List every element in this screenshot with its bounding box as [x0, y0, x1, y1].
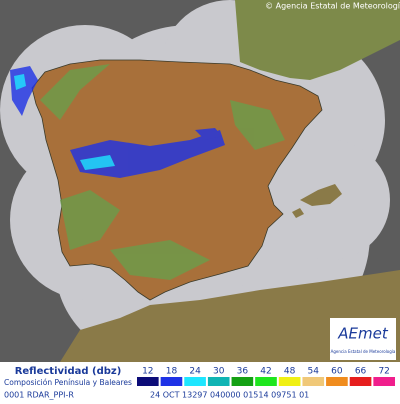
logo-subtitle: Agencia Estatal de Meteorología	[331, 349, 396, 354]
footer-code: 0001 RDAR_PPI-R	[4, 391, 74, 400]
legend-value: 36	[237, 367, 249, 377]
legend-value: 24	[189, 367, 201, 377]
legend-swatch	[207, 377, 230, 386]
legend-value: 30	[213, 367, 225, 377]
legend-swatch	[255, 377, 277, 386]
legend-value: 42	[260, 367, 271, 377]
legend-swatch	[160, 377, 183, 386]
legend-value: 48	[284, 367, 296, 377]
france	[235, 0, 400, 80]
legend-swatch	[326, 377, 348, 386]
legend-swatch	[349, 377, 372, 386]
logo-box	[330, 318, 396, 360]
legend-subtitle: Composición Península y Baleares	[4, 378, 132, 387]
footer-info: 24 OCT 13297 040000 01514 09751 01	[150, 391, 309, 400]
legend-swatch	[278, 377, 301, 386]
lowlands	[40, 64, 285, 280]
legend-items: 12 18 24 30 36 42 48 54 60 66 72	[137, 367, 395, 386]
echoes-strong	[14, 74, 115, 170]
legend-value: 60	[331, 367, 343, 377]
legend-value: 66	[355, 367, 367, 377]
legend-swatch	[373, 377, 395, 386]
legend-swatch	[137, 377, 159, 386]
legend-value: 18	[166, 367, 178, 377]
legend-title: Reflectividad (dbz)	[15, 366, 122, 377]
legend-value: 12	[142, 367, 153, 377]
legend-swatch	[231, 377, 254, 386]
legend-swatch	[184, 377, 206, 386]
logo-name: AEmet	[337, 325, 389, 343]
balearics	[292, 184, 342, 218]
legend-value: 72	[378, 367, 389, 377]
north-africa	[60, 270, 400, 362]
copyright: © Agencia Estatal de Meteorología	[265, 2, 400, 11]
legend-swatch	[302, 377, 325, 386]
legend-value: 54	[308, 367, 320, 377]
